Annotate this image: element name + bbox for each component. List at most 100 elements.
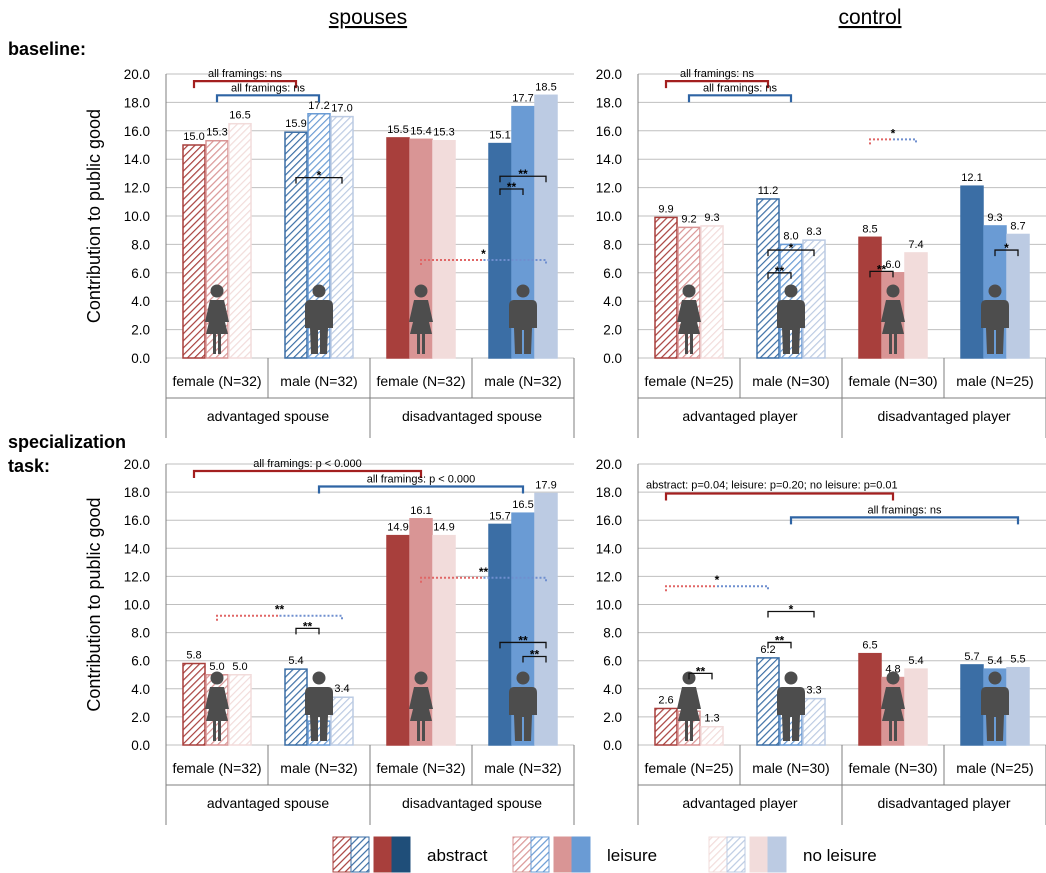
- male-figure-icon: [777, 284, 805, 354]
- bar: [330, 696, 354, 746]
- significance-label: *: [715, 573, 720, 587]
- data-label: 15.7: [489, 510, 510, 522]
- bar: [534, 492, 558, 746]
- female-figure-icon: [409, 671, 433, 741]
- data-label: 6.0: [885, 259, 900, 271]
- y-tick-label: 20.0: [124, 67, 150, 82]
- y-tick-label: 4.0: [131, 682, 150, 697]
- bar: [904, 668, 928, 746]
- bar: [960, 185, 984, 359]
- significance-bracket: [687, 94, 793, 103]
- y-tick-label: 2.0: [131, 323, 150, 338]
- bar: [386, 534, 410, 746]
- y-tick-label: 16.0: [124, 124, 150, 139]
- bar: [802, 697, 826, 746]
- category-label: female (N=25): [644, 760, 733, 776]
- legend: abstract leisure no leisure: [332, 836, 877, 873]
- data-label: 8.3: [806, 226, 821, 238]
- significance-bracket: [869, 270, 894, 278]
- y-tick-label: 12.0: [596, 181, 622, 196]
- bracket-label: all framings: ns: [703, 82, 777, 94]
- data-label: 5.0: [209, 661, 224, 673]
- bar: [534, 94, 558, 359]
- bar: [858, 236, 882, 359]
- data-label: 9.9: [658, 203, 673, 215]
- legend-swatch: [391, 836, 411, 873]
- y-tick-label: 12.0: [124, 569, 150, 584]
- legend-swatch: [571, 836, 591, 873]
- y-tick-label: 0.0: [603, 738, 622, 753]
- y-tick-label: 10.0: [596, 209, 622, 224]
- y-tick-label: 4.0: [603, 682, 622, 697]
- dotted-comparison: [893, 138, 917, 145]
- y-axis-label: Contribution to public good: [84, 109, 104, 323]
- y-tick-label: 10.0: [124, 598, 150, 613]
- data-label: 3.4: [334, 683, 349, 695]
- data-label: 5.5: [1010, 654, 1025, 666]
- data-label: 15.9: [285, 118, 306, 130]
- data-label: 6.5: [862, 640, 877, 652]
- legend-swatch: [350, 836, 370, 873]
- significance-bracket: [317, 485, 525, 494]
- heading-control: control: [838, 6, 901, 29]
- significance-bracket: [499, 188, 524, 196]
- legend-label: leisure: [607, 846, 657, 865]
- legend-swatch: [530, 836, 550, 873]
- y-tick-label: 14.0: [124, 541, 150, 556]
- significance-label: **: [303, 619, 313, 633]
- data-label: 16.5: [229, 110, 250, 122]
- y-tick-label: 14.0: [596, 541, 622, 556]
- significance-label: **: [518, 167, 528, 181]
- group-label: disadvantaged player: [877, 408, 1010, 424]
- bar: [654, 707, 678, 746]
- significance-label: **: [696, 664, 706, 678]
- male-figure-icon: [509, 284, 537, 354]
- data-label: 16.5: [512, 499, 533, 511]
- data-label: 5.0: [232, 661, 247, 673]
- category-label: male (N=32): [484, 373, 561, 389]
- bracket-label: abstract: p=0.04; leisure: p=0.20; no le…: [646, 480, 898, 492]
- y-tick-label: 0.0: [603, 351, 622, 366]
- bar: [182, 144, 206, 359]
- bar: [858, 652, 882, 746]
- y-tick-label: 18.0: [124, 95, 150, 110]
- bar: [330, 115, 354, 359]
- row-label: baseline:: [8, 39, 86, 59]
- significance-label: *: [891, 126, 896, 140]
- significance-bracket: [664, 492, 895, 501]
- bar: [960, 664, 984, 746]
- dotted-comparison: [216, 614, 280, 621]
- significance-label: *: [481, 247, 486, 261]
- bar: [802, 239, 826, 359]
- data-label: 17.0: [331, 103, 352, 115]
- significance-label: *: [1004, 241, 1009, 255]
- category-label: female (N=30): [848, 760, 937, 776]
- significance-bracket: [192, 80, 298, 89]
- data-label: 16.1: [410, 505, 431, 517]
- bracket-label: all framings: ns: [680, 68, 754, 80]
- significance-label: **: [479, 565, 489, 579]
- significance-bracket: [664, 80, 770, 89]
- row-label: task:: [8, 456, 50, 476]
- dotted-comparison: [420, 259, 484, 266]
- legend-item: leisure: [512, 836, 657, 873]
- bar: [654, 216, 678, 359]
- significance-bracket: [767, 641, 792, 649]
- data-label: 9.2: [681, 213, 696, 225]
- male-figure-icon: [981, 671, 1009, 741]
- bracket-label: all framings: p < 0.000: [367, 473, 476, 485]
- female-figure-icon: [881, 671, 905, 741]
- y-tick-label: 20.0: [596, 67, 622, 82]
- female-figure-icon: [677, 284, 701, 354]
- y-tick-label: 2.0: [603, 710, 622, 725]
- y-tick-label: 6.0: [131, 654, 150, 669]
- y-tick-label: 8.0: [603, 626, 622, 641]
- legend-swatch: [749, 836, 769, 873]
- row-label: specialization: [8, 432, 126, 452]
- category-label: female (N=30): [848, 373, 937, 389]
- significance-label: *: [789, 241, 794, 255]
- y-tick-label: 0.0: [131, 738, 150, 753]
- data-label: 15.5: [387, 124, 408, 136]
- female-figure-icon: [409, 284, 433, 354]
- data-label: 8.0: [783, 230, 798, 242]
